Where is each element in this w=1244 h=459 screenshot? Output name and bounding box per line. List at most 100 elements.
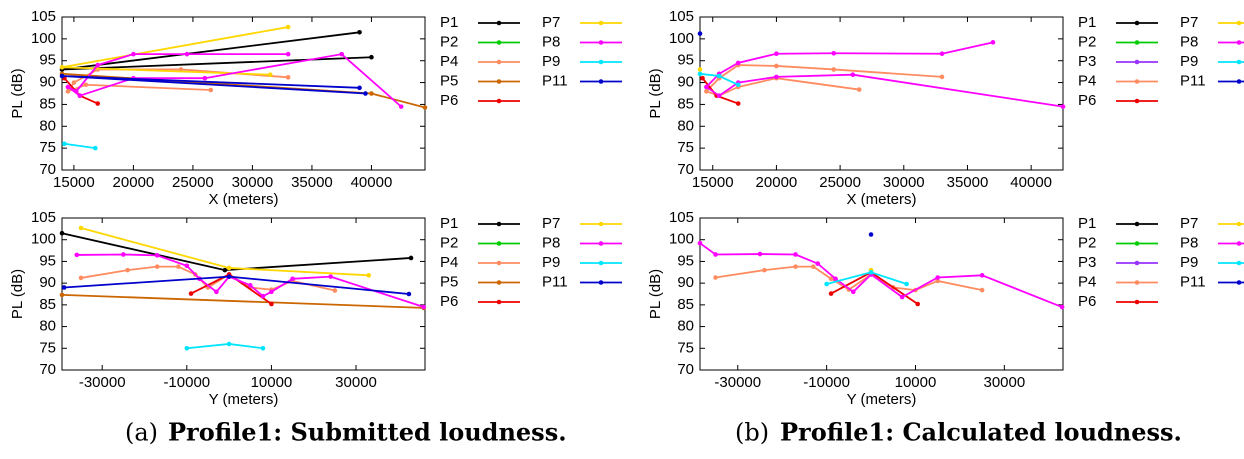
x-axis-label: X (meters) (208, 191, 278, 208)
x-tick-label: -10000 (803, 374, 850, 391)
marker (939, 74, 945, 80)
marker (774, 63, 779, 69)
legend-label: P2 (440, 33, 458, 50)
series-line (61, 75, 366, 95)
marker (260, 293, 266, 299)
marker (357, 30, 362, 35)
marker (979, 273, 985, 278)
marker (850, 289, 856, 295)
marker (735, 82, 741, 88)
y-tick-label: 105 (669, 8, 694, 25)
caption-text: Profile1: Submitted loudness. (168, 418, 567, 447)
legend-marker (496, 59, 502, 65)
series-line (61, 31, 372, 71)
marker (59, 230, 65, 236)
marker (697, 240, 703, 246)
marker (131, 51, 136, 57)
marker (868, 269, 874, 275)
marker (62, 141, 67, 147)
legend-label: P4 (440, 254, 458, 271)
marker (831, 50, 837, 56)
marker (154, 264, 160, 269)
legend-marker (1134, 59, 1140, 65)
x-tick-label: -10000 (163, 374, 210, 391)
x-tick-label: 25000 (172, 174, 214, 191)
y-tick-label: 95 (39, 52, 56, 69)
marker (59, 64, 65, 70)
x-tick-label: 20000 (113, 174, 155, 191)
legend-marker (1236, 79, 1242, 84)
legend-marker (496, 221, 502, 227)
y-tick-label: 70 (39, 161, 56, 178)
marker (95, 62, 101, 68)
legend-label: P9 (1180, 254, 1198, 271)
plot-frame (61, 217, 426, 371)
marker (226, 341, 232, 347)
y-tick-label: 90 (39, 274, 56, 291)
marker (208, 87, 214, 93)
marker (78, 275, 84, 281)
legend-label: P8 (542, 33, 560, 50)
x-tick-label: 40000 (1010, 174, 1052, 191)
legend-marker (598, 280, 604, 285)
marker (713, 275, 718, 280)
marker (762, 267, 767, 273)
marker (704, 84, 709, 90)
legend-marker (598, 241, 604, 246)
marker (856, 87, 862, 92)
x-tick-label: -30000 (714, 374, 761, 391)
y-tick-label: 95 (677, 252, 694, 269)
y-tick-label: 100 (669, 231, 694, 248)
marker (697, 71, 703, 77)
y-tick-label: 70 (677, 361, 694, 378)
y-tick-label: 70 (39, 361, 56, 378)
y-tick-label: 80 (677, 117, 694, 134)
legend-label: P5 (440, 72, 458, 89)
marker (757, 251, 763, 257)
marker (65, 84, 71, 90)
legend-label: P9 (542, 254, 560, 271)
series-line (61, 232, 412, 272)
marker (899, 294, 905, 300)
marker (93, 145, 98, 151)
legend-marker (1236, 260, 1242, 266)
legend-label: P4 (1078, 273, 1096, 290)
legend-label: P2 (440, 234, 458, 251)
series-line (704, 64, 943, 97)
y-axis-label: PL (dB) (9, 68, 26, 118)
y-tick-label: 85 (677, 95, 694, 112)
legend-label: P11 (542, 273, 568, 290)
x-tick-label: 35000 (947, 174, 989, 191)
marker (226, 265, 232, 271)
legend-label: P2 (1078, 234, 1096, 251)
legend-marker (1134, 260, 1140, 266)
y-axis-label: PL (dB) (9, 269, 26, 319)
marker (73, 89, 79, 94)
marker (810, 264, 816, 269)
marker (904, 281, 909, 287)
marker (363, 91, 368, 96)
x-axis-label: Y (meters) (847, 391, 917, 408)
marker (328, 274, 333, 279)
caption-label: (a) (125, 419, 158, 447)
legend-marker (598, 221, 604, 227)
marker (716, 93, 722, 98)
marker (828, 276, 834, 282)
legend-label: P9 (542, 53, 560, 70)
legend-label: P2 (1078, 33, 1096, 50)
legend-label: P7 (1180, 14, 1198, 31)
marker (65, 89, 71, 94)
legend-marker (496, 20, 502, 26)
legend-label: P8 (1180, 33, 1198, 50)
y-tick-label: 80 (677, 318, 694, 335)
legend-marker (598, 20, 604, 26)
marker (369, 54, 374, 60)
marker (406, 291, 412, 297)
x-tick-label: 15000 (692, 174, 734, 191)
x-tick-label: 35000 (291, 174, 333, 191)
marker (369, 91, 374, 96)
marker (1059, 304, 1065, 310)
legend-marker (496, 241, 502, 246)
marker (332, 288, 338, 293)
